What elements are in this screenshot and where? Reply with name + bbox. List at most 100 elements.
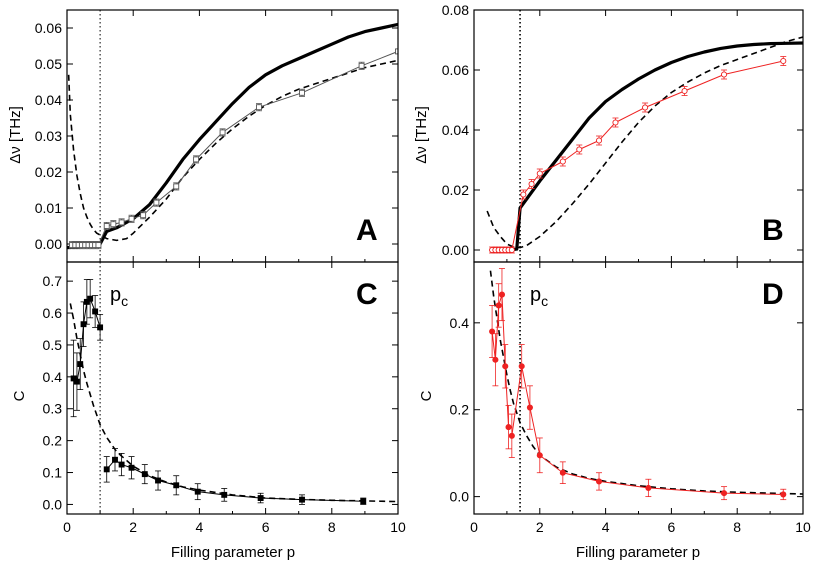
data-point-b-2-14 [642, 104, 649, 111]
y-tick-label-a-3: 0.03 [35, 128, 62, 144]
data-point-d-1-0 [489, 328, 496, 335]
data-point-d-2-7 [720, 490, 728, 497]
data-point-b-2-16 [720, 71, 728, 78]
data-point-a-2-15 [173, 183, 180, 190]
data-point-c-2-11 [360, 498, 367, 505]
data-point-b-2-10 [559, 158, 566, 165]
y-tick-label-b-3: 0.06 [442, 62, 469, 78]
panel-a: 0.00 0.01 0.02 0.03 0.04 0.05 0.06 [35, 9, 399, 263]
x-tick-label-c-5: 10 [390, 519, 406, 535]
y-tick-label-d-1: 0.2 [450, 402, 470, 418]
data-point-c-2-1 [112, 456, 118, 463]
series-line-d-1 [491, 294, 510, 428]
y-axis-title-c: C [11, 390, 28, 401]
plot-frame-a [66, 9, 399, 263]
y-tick-label-a-1: 0.01 [35, 200, 62, 216]
data-point-d-2-8 [780, 491, 787, 498]
panel-letter-c: C [356, 278, 378, 311]
data-point-c-2-0 [103, 466, 110, 473]
critical-label-left-sub: c [121, 293, 128, 309]
data-point-c-1-1 [73, 378, 80, 385]
y-axis-title-a: Δν [THz] [7, 106, 24, 164]
y-tick-label-d-2: 0.4 [450, 315, 470, 331]
y-tick-label-c-3: 0.3 [43, 401, 63, 417]
plot-frame-c [66, 261, 399, 515]
y-tick-label-c-4: 0.4 [43, 369, 63, 385]
data-point-a-2-20 [358, 62, 365, 69]
data-point-d-1-4 [502, 363, 509, 370]
data-point-a-2-16 [193, 156, 200, 163]
data-point-c-2-4 [141, 471, 148, 478]
data-point-c-2-2 [118, 461, 125, 468]
series-group-a [67, 22, 398, 250]
y-tick-label-a-0: 0.00 [35, 236, 62, 252]
series-line-d-2 [511, 365, 784, 495]
data-point-a-2-9 [103, 223, 110, 229]
data-point-a-2-12 [128, 215, 135, 222]
critical-label-left-main: p [110, 284, 121, 306]
x-axis-title-left: Filling parameter p [171, 544, 295, 561]
data-point-b-2-17 [780, 57, 787, 65]
data-point-a-2-14 [153, 199, 160, 206]
series-line-a-1 [67, 59, 398, 242]
y-tick-label-a-5: 0.05 [35, 56, 62, 72]
panel-letter-a: A [356, 214, 378, 247]
critical-label-right-sub: c [541, 293, 548, 309]
data-point-c-2-3 [128, 464, 135, 471]
x-tick-label-d-2: 4 [602, 519, 610, 535]
y-tick-label-a-4: 0.04 [35, 92, 62, 108]
y-tick-label-b-4: 0.08 [442, 2, 469, 18]
x-tick-label-d-0: 0 [470, 519, 478, 535]
data-point-a-2-13 [140, 212, 147, 219]
x-tick-label-c-1: 2 [129, 519, 137, 535]
data-point-c-1-0 [70, 375, 77, 382]
x-tick-label-d-5: 10 [795, 519, 811, 535]
data-point-d-2-2 [526, 404, 533, 411]
data-point-d-2-3 [536, 452, 543, 459]
data-point-c-2-6 [173, 482, 180, 489]
data-point-c-1-7 [97, 324, 104, 331]
series-line-a-0 [67, 22, 398, 250]
plot-frame-d [473, 261, 804, 515]
panel-letter-d: D [762, 278, 784, 311]
y-tick-label-c-2: 0.2 [43, 433, 63, 449]
series-line-a-2 [71, 50, 398, 246]
data-point-a-2-11 [118, 219, 125, 226]
data-point-d-1-1 [492, 356, 499, 363]
series-group-c [69, 279, 398, 505]
panel-d: 0 2 4 6 8 10 0.0 0.2 0.4 [450, 261, 811, 535]
data-point-a-2-19 [299, 89, 305, 96]
data-point-b-2-12 [595, 137, 603, 144]
data-point-a-2-18 [256, 104, 262, 111]
panel-c: 0 2 4 6 8 10 0.0 0.1 0.2 0.3 0.4 0.5 0.6 0.7 [43, 261, 406, 535]
data-point-d-2-0 [508, 432, 515, 439]
y-tick-label-b-2: 0.04 [442, 122, 469, 138]
data-point-a-2-8 [95, 242, 102, 249]
x-tick-label-c-0: 0 [63, 519, 71, 535]
data-point-d-1-2 [495, 302, 502, 309]
data-point-b-2-7 [520, 191, 527, 198]
data-point-d-2-1 [518, 363, 525, 370]
y-tick-label-c-7: 0.7 [43, 273, 63, 289]
critical-label-right: pc [530, 284, 548, 309]
data-point-b-2-6 [508, 246, 515, 254]
series-line-c-0 [69, 303, 398, 503]
critical-label-left: pc [110, 284, 128, 309]
data-point-a-2-17 [219, 129, 226, 136]
data-point-c-2-5 [155, 477, 161, 484]
x-tick-label-c-3: 6 [262, 519, 270, 535]
y-tick-label-c-1: 0.1 [43, 465, 63, 481]
data-point-d-1-5 [505, 424, 512, 431]
y-tick-label-d-0: 0.0 [450, 489, 470, 505]
x-tick-label-c-2: 4 [196, 519, 204, 535]
data-point-d-2-4 [559, 469, 566, 476]
series-group-b [486, 36, 803, 254]
data-point-c-1-4 [83, 298, 90, 305]
y-tick-label-c-6: 0.6 [43, 305, 63, 321]
data-point-c-1-2 [77, 361, 84, 368]
data-point-c-2-7 [194, 488, 201, 495]
data-point-b-2-8 [528, 180, 535, 188]
data-point-c-2-8 [221, 491, 228, 498]
x-tick-label-d-1: 2 [536, 519, 544, 535]
